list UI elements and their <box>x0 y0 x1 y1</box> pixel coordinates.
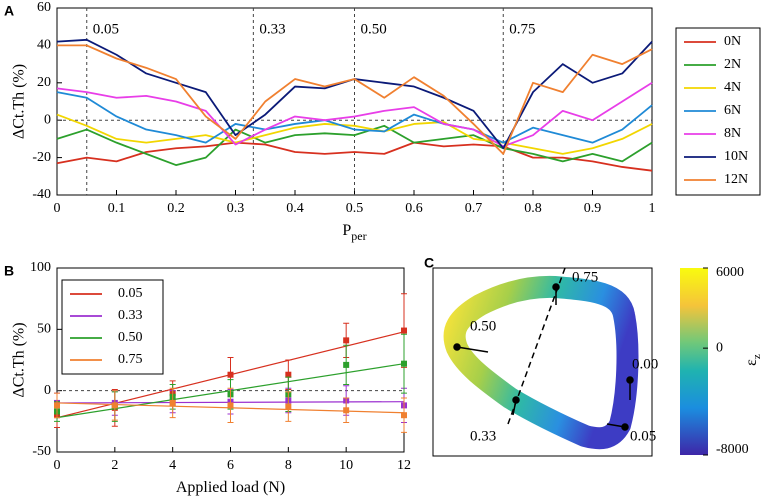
legend-label: 2N <box>724 57 741 72</box>
annotation: 0.00 <box>632 356 658 372</box>
x-axis-label-main: P <box>342 222 351 239</box>
series-line <box>56 124 653 166</box>
arrows <box>453 283 634 431</box>
data-point <box>111 402 118 409</box>
data-point <box>54 402 60 409</box>
legend-label: 0.75 <box>118 352 143 367</box>
annotation: 0.75 <box>572 269 598 285</box>
colorbar-tick-label: -8000 <box>716 442 749 457</box>
colorbar-tick-label: 6000 <box>716 265 744 280</box>
data-point <box>401 360 407 367</box>
cross-section-panel <box>432 267 708 457</box>
x-tick-label: 12 <box>397 458 411 473</box>
data-point <box>227 371 234 378</box>
legend-label: 0.50 <box>118 330 143 345</box>
data-point <box>343 407 350 414</box>
y-tick-label: 20 <box>37 75 51 90</box>
x-axis-label-sub: per <box>351 229 366 243</box>
series-line <box>57 44 653 155</box>
x-tick-label: 4 <box>169 458 176 473</box>
x-tick-label: 0 <box>54 201 61 216</box>
y-tick-label: 0 <box>44 383 51 398</box>
legend-label: 0.05 <box>118 286 143 301</box>
legend-label: 6N <box>724 103 741 118</box>
x-axis-label: Applied load (N) <box>176 479 285 496</box>
y-tick-label: 100 <box>30 260 51 275</box>
annotation: 0.50 <box>361 21 387 37</box>
legend-label: 0.33 <box>118 308 143 323</box>
colorbar-label-sub: z <box>751 354 763 359</box>
x-tick-label: 0.2 <box>167 201 185 216</box>
annotation: 0.33 <box>470 428 496 444</box>
data-point <box>285 371 292 378</box>
data-point <box>343 337 350 344</box>
x-tick-label: 8 <box>285 458 292 473</box>
data-point <box>285 403 292 410</box>
annotation: 0.50 <box>470 318 496 334</box>
x-tick-label: 0.4 <box>286 201 304 216</box>
x-tick-label: 0 <box>54 458 61 473</box>
x-tick-label: 0.8 <box>524 201 542 216</box>
legend-label: 4N <box>724 80 741 95</box>
annotation: 0.75 <box>509 21 535 37</box>
y-tick-label: 60 <box>37 0 51 15</box>
data-point <box>169 399 176 406</box>
panel-label: B <box>4 263 14 279</box>
colorbar-label-main: ε <box>743 359 760 366</box>
x-tick-label: 0.7 <box>465 201 483 216</box>
data-point <box>227 402 234 409</box>
y-tick-label: -50 <box>32 444 51 459</box>
x-axis-label-main: Applied load (N) <box>176 479 285 496</box>
data-point <box>343 361 350 368</box>
x-tick-label: 10 <box>339 458 353 473</box>
series-line <box>56 91 653 144</box>
x-tick-label: 2 <box>111 458 118 473</box>
axis-line <box>507 267 566 425</box>
x-axis-label: Pper <box>342 222 366 243</box>
panel-frame <box>432 267 653 457</box>
legend-box <box>61 279 164 375</box>
legend-label: 8N <box>724 126 741 141</box>
x-tick-label: 0.3 <box>227 201 245 216</box>
x-tick-label: 1 <box>649 201 656 216</box>
x-tick-label: 0.1 <box>108 201 126 216</box>
legend-label: 0N <box>724 34 741 49</box>
y-tick-label: -40 <box>32 187 51 202</box>
y-axis-label: ΔCt.Th (%) <box>11 64 28 139</box>
colorbar-label: εz <box>743 354 763 366</box>
data-point <box>401 327 407 334</box>
series-line <box>56 141 653 172</box>
data-point <box>401 412 407 419</box>
annotation: 0.33 <box>259 21 285 37</box>
y-tick-label: 0 <box>44 112 51 127</box>
annotation: 0.05 <box>93 21 119 37</box>
y-tick-label: 40 <box>37 38 51 53</box>
panel-label: A <box>4 3 14 19</box>
legend-label: 12N <box>724 172 748 187</box>
series-line <box>56 82 653 148</box>
x-tick-label: 0.9 <box>584 201 602 216</box>
x-tick-label: 6 <box>227 458 234 473</box>
legend-label: 10N <box>724 149 748 164</box>
x-tick-label: 0.6 <box>405 201 423 216</box>
y-tick-label: -20 <box>32 150 51 165</box>
colorbar-tick-label: 0 <box>716 340 723 355</box>
bone-cross-section <box>443 275 639 450</box>
y-axis-label: ΔCt.Th (%) <box>11 322 28 397</box>
colorbar <box>680 268 708 455</box>
series-line <box>56 113 653 155</box>
y-tick-label: 50 <box>37 322 51 337</box>
annotation: 0.05 <box>630 428 656 444</box>
x-tick-label: 0.5 <box>346 201 364 216</box>
panel-label: C <box>424 255 434 271</box>
